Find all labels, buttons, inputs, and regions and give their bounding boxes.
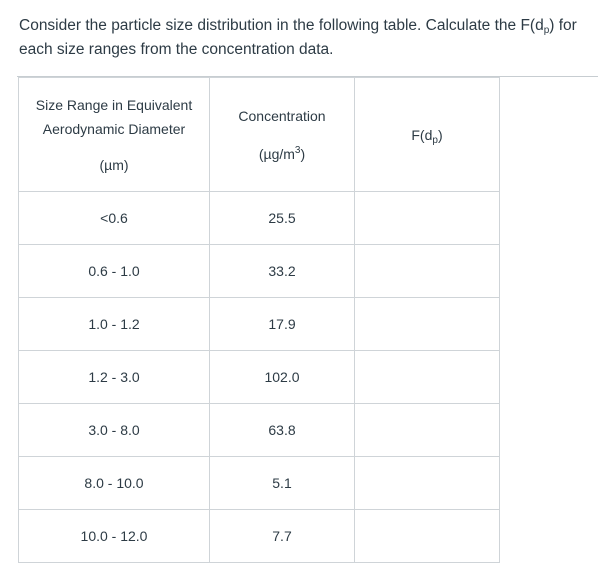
f-dp-cell [354, 297, 500, 351]
header-conc-unit-text: (µg/m [258, 145, 295, 162]
header-conc-unit: (µg/m3) [210, 142, 354, 166]
question-line-1: Consider the particle size distribution … [19, 14, 598, 38]
concentration-cell: 17.9 [209, 297, 355, 351]
header-size-line-2: Aerodynamic Diameter [42, 120, 186, 137]
question-subscript: p [543, 25, 550, 36]
table-row: 1.2 - 3.0 102.0 [18, 350, 500, 404]
question-text: Consider the particle size distribution … [19, 14, 598, 62]
size-cell: 3.0 - 8.0 [18, 403, 210, 457]
concentration-cell: 7.7 [209, 509, 355, 563]
particle-size-table: Size Range in Equivalent Aerodynamic Dia… [18, 77, 500, 563]
size-cell: 8.0 - 10.0 [18, 456, 210, 510]
f-dp-cell [354, 244, 500, 298]
table-row: 10.0 - 12.0 7.7 [18, 509, 500, 563]
size-cell: 1.0 - 1.2 [18, 297, 210, 351]
f-dp-cell [354, 456, 500, 510]
header-f-dp: F(dp) [354, 77, 500, 192]
header-concentration: Concentration (µg/m3) [209, 77, 355, 192]
header-conc-label: Concentration [238, 107, 326, 124]
header-conc-unit-superscript: 3 [294, 144, 301, 156]
table-row: 8.0 - 10.0 5.1 [18, 456, 500, 510]
f-dp-cell [354, 191, 500, 245]
question-line-1-text: Consider the particle size distribution … [19, 17, 544, 34]
concentration-cell: 5.1 [209, 456, 355, 510]
size-cell: 1.2 - 3.0 [18, 350, 210, 404]
header-size-line-1: Size Range in Equivalent [35, 96, 193, 113]
question-line-2: each size ranges from the concentration … [19, 41, 334, 58]
content-divider [17, 76, 598, 77]
question-line-1-end: ) for [549, 17, 577, 34]
concentration-cell: 25.5 [209, 191, 355, 245]
concentration-cell: 63.8 [209, 403, 355, 457]
header-size-range: Size Range in Equivalent Aerodynamic Dia… [18, 77, 210, 192]
table-row: 1.0 - 1.2 17.9 [18, 297, 500, 351]
size-cell: <0.6 [18, 191, 210, 245]
table-row: 3.0 - 8.0 63.8 [18, 403, 500, 457]
table-row: 0.6 - 1.0 33.2 [18, 244, 500, 298]
header-f-close: ) [437, 126, 443, 143]
table-header-row: Size Range in Equivalent Aerodynamic Dia… [18, 77, 500, 192]
header-f-subscript: p [432, 134, 438, 146]
table-row: <0.6 25.5 [18, 191, 500, 245]
f-dp-cell [354, 403, 500, 457]
f-dp-cell [354, 509, 500, 563]
header-f-text: F(d [411, 126, 433, 143]
header-conc-unit-close: ) [300, 145, 306, 162]
concentration-cell: 102.0 [209, 350, 355, 404]
size-cell: 0.6 - 1.0 [18, 244, 210, 298]
size-cell: 10.0 - 12.0 [18, 509, 210, 563]
header-size-unit: (µm) [99, 156, 129, 173]
concentration-cell: 33.2 [209, 244, 355, 298]
f-dp-cell [354, 350, 500, 404]
